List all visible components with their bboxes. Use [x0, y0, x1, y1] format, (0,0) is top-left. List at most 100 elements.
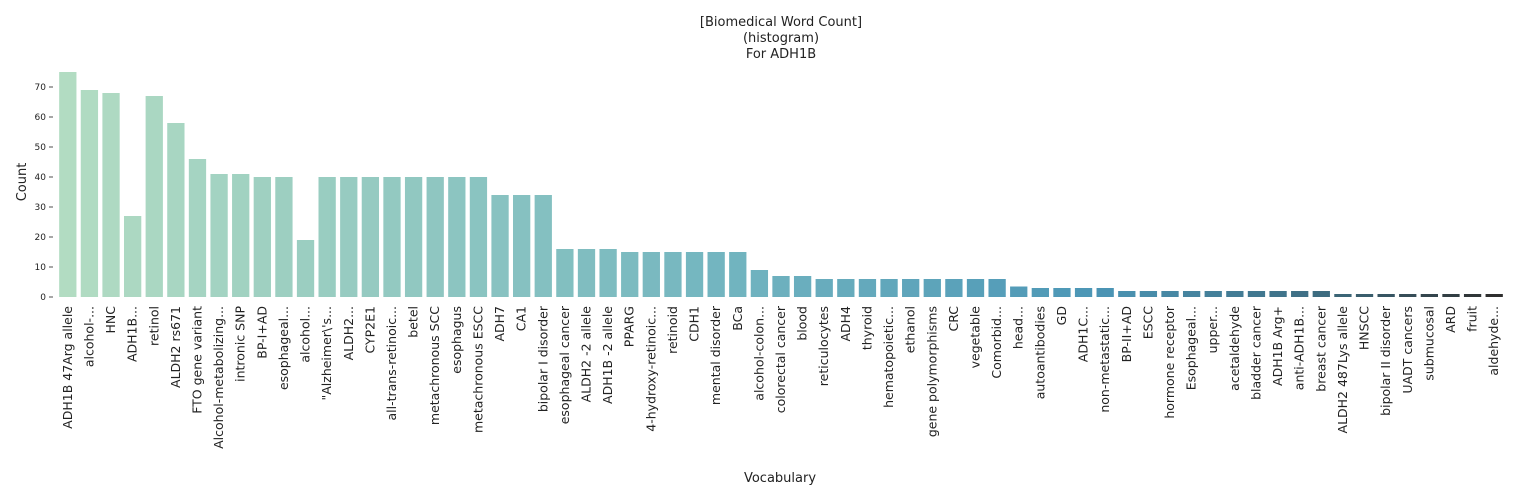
- bar: [1053, 288, 1071, 297]
- bar: [404, 177, 423, 297]
- bar: [923, 279, 941, 297]
- x-tick-label: UADT cancers: [1400, 306, 1415, 394]
- bar: [1139, 291, 1158, 297]
- y-tick-label: 60: [35, 113, 47, 123]
- y-axis: 0 10 20 30 40 50 60 70: [35, 83, 53, 303]
- bar: [815, 279, 833, 297]
- y-tick-label: 50: [35, 143, 47, 153]
- x-tick-label: 4-hydroxy-retinoic...: [643, 306, 658, 432]
- bar: [253, 177, 271, 297]
- x-tick-label: ALDH2 -2 allele: [578, 306, 593, 403]
- x-tick-label: BCa: [730, 306, 745, 331]
- bar: [1096, 288, 1114, 297]
- bar: [1334, 294, 1352, 297]
- x-tick-label: metachronous ESCC: [470, 306, 485, 433]
- x-tick-label: aldehyde...: [1486, 306, 1501, 376]
- bar: [685, 252, 704, 297]
- x-tick-label: all-trans-retinoic...: [384, 306, 399, 421]
- x-tick-label: alcohol-...: [81, 306, 96, 367]
- x-tick-label: BP-II+AD: [1119, 306, 1134, 362]
- x-tick-label: breast cancer: [1313, 305, 1328, 392]
- x-tick-label: ADH1B -2 allele: [600, 306, 615, 404]
- x-tick-label: ethanol: [903, 306, 918, 353]
- x-tick-label: ADH1B...: [125, 306, 140, 362]
- bar: [1291, 291, 1309, 297]
- x-axis-label: Vocabulary: [744, 471, 816, 486]
- x-tick-label: Comorbid...: [989, 306, 1004, 379]
- bar: [1074, 288, 1093, 297]
- bar: [707, 252, 725, 297]
- bar: [1182, 291, 1201, 297]
- x-tick-label: Alcohol-metabolizing...: [211, 306, 226, 449]
- x-tick-label: blood: [795, 306, 810, 341]
- bar: [1161, 291, 1179, 297]
- x-tick-label: mental disorder: [708, 305, 723, 405]
- bar: [1269, 291, 1287, 297]
- x-tick-label: PPARG: [622, 306, 637, 347]
- x-tick-label: thyroid: [859, 306, 874, 350]
- y-tick-label: 40: [35, 173, 47, 183]
- bar: [1463, 294, 1482, 297]
- bar: [534, 195, 552, 297]
- bar: [793, 276, 812, 297]
- x-tick-label: metachronous SCC: [427, 306, 442, 425]
- bar: [124, 216, 142, 297]
- bar: [858, 279, 877, 297]
- bar: [145, 96, 163, 297]
- bar: [1420, 294, 1438, 297]
- bar: [750, 270, 769, 297]
- bar: [902, 279, 920, 297]
- x-tick-label: acetaldehyde: [1227, 306, 1242, 391]
- x-tick-label: ADH4: [838, 306, 853, 342]
- bar: [1031, 288, 1049, 297]
- y-tick-label: 30: [35, 203, 47, 213]
- bar: [988, 279, 1006, 297]
- bar: [275, 177, 293, 297]
- x-tick-label: CA1: [514, 306, 529, 331]
- x-tick-label: ALDH2...: [341, 306, 356, 360]
- bar: [599, 249, 617, 297]
- x-tick-label: head...: [1011, 306, 1026, 349]
- y-tick-label: 20: [35, 233, 47, 243]
- bars: [59, 72, 1503, 297]
- x-tick-label: hematopoietic...: [881, 306, 896, 408]
- bar: [1355, 294, 1374, 297]
- x-tick-label: gene polymorphisms: [924, 306, 939, 437]
- bar: [880, 279, 898, 297]
- x-tick-label: esophageal...: [276, 306, 291, 390]
- x-tick-label: ARD: [1443, 306, 1458, 333]
- x-tick-label: ADH7: [492, 306, 507, 342]
- bar: [1204, 291, 1222, 297]
- x-tick-label: alcohol-colon...: [751, 306, 766, 401]
- bar: [664, 252, 682, 297]
- chart-title-line: For ADH1B: [746, 47, 816, 62]
- bar: [491, 195, 509, 297]
- x-tick-label: betel: [406, 306, 421, 338]
- x-tick-label: ALDH2 rs671: [168, 306, 183, 388]
- x-tick-label: retinol: [146, 306, 161, 346]
- x-tick-label: autoantibodies: [1032, 306, 1047, 399]
- x-tick-label: vegetable: [968, 306, 983, 369]
- bar: [59, 72, 77, 297]
- chart-title: [Biomedical Word Count](histogram)For AD…: [700, 15, 862, 62]
- bar: [945, 279, 963, 297]
- x-tick-label: upper...: [1205, 306, 1220, 353]
- bar: [102, 93, 120, 297]
- chart-title-line: [Biomedical Word Count]: [700, 15, 862, 30]
- x-tick-label: bipolar II disorder: [1378, 305, 1393, 416]
- x-tick-label: esophageal cancer: [557, 305, 572, 424]
- bar: [966, 279, 985, 297]
- bar: [469, 177, 488, 297]
- x-tick-label: bipolar I disorder: [535, 305, 550, 412]
- bar: [383, 177, 401, 297]
- x-tick-label: ADH1B 47Arg allele: [60, 306, 75, 429]
- bar: [80, 90, 99, 297]
- bar: [361, 177, 380, 297]
- bar: [556, 249, 574, 297]
- bar: [167, 123, 185, 297]
- x-tick-label: ADH1B Arg+: [1270, 306, 1285, 386]
- x-tick-label: CYP2E1: [362, 306, 377, 354]
- bar: [837, 279, 855, 297]
- bar: [340, 177, 358, 297]
